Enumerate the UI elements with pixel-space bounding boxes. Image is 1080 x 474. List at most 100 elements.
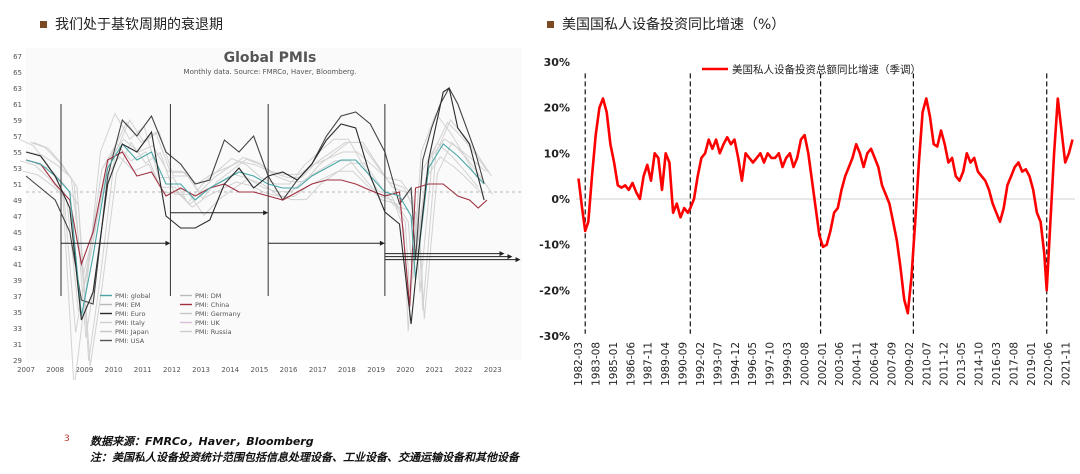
y-tick-label: 20% [544,102,570,115]
x-tick-label: 1993-07 [712,342,724,386]
legend-label: PMI: EM [115,301,140,309]
page-number: 3 [64,434,70,444]
y-tick-label: 31 [13,341,22,349]
footnote: 注：美国私人设备投资统计范围包括信息处理设备、工业设备、交通运输设备和其他设备 [90,451,519,464]
x-tick-label: 2020 [396,366,414,374]
y-tick-label: 55 [13,149,22,157]
ghost-series-line [22,156,482,312]
x-tick-label: 1983-08 [590,342,602,386]
x-tick-label: 2012 [163,366,181,374]
x-tick-label: 2018 [338,366,356,374]
y-tick-label: 41 [13,261,22,269]
x-tick-label: 2014-10 [974,342,986,386]
x-tick-label: 2016-03 [991,342,1003,386]
series-line [577,97,1074,315]
title-bullet-icon [40,20,47,28]
y-tick-label: 57 [13,133,22,141]
y-tick-label: 39 [13,277,22,285]
y-tick-label: -20% [539,284,570,297]
y-tick-label: 30% [544,56,570,69]
legend-label: PMI: Euro [115,310,145,318]
y-tick-label: 45 [13,229,22,237]
x-tick-label: 2004-11 [852,342,864,386]
x-tick-label: 1985-01 [608,342,620,386]
y-tick-label: 49 [13,197,22,205]
x-tick-label: 2011-12 [939,342,951,386]
x-tick-label: 2007-09 [886,342,898,386]
y-tick-label: -30% [539,330,570,343]
y-tick-label: 33 [13,325,22,333]
y-tick-label: -10% [539,239,570,252]
x-tick-label: 2010-07 [921,342,933,386]
x-tick-label: 2003-06 [834,342,846,386]
x-tick-label: 2006-04 [869,342,881,386]
x-tick-label: 1986-06 [625,342,637,386]
y-tick-label: 0% [551,193,570,206]
y-tick-label: 59 [13,117,22,125]
cycle-arrowhead [507,254,513,260]
left-title-text: 我们处于基钦周期的衰退期 [55,17,223,33]
x-tick-label: 2017 [309,366,327,374]
ghost-series-line [27,138,486,277]
x-tick-label: 2016 [280,366,298,374]
x-tick-label: 2007 [17,366,35,374]
x-tick-label: 1989-04 [660,342,672,386]
x-tick-label: 2015 [250,366,268,374]
y-tick-label: 43 [13,245,22,253]
left-chart-title: 我们处于基钦周期的衰退期 [40,14,223,34]
y-tick-label: 29 [13,357,22,365]
cycle-arrowhead [165,240,171,246]
legend-label: PMI: China [195,301,229,309]
global-pmi-chart: 29 31 33 35 37 39 41 43 45 47 49 51 53 55 57 59 61 63 65 67… [13,48,522,380]
legend-label: PMI: Italy [115,319,145,327]
x-tick-label: 2009-02 [904,342,916,386]
y-tick-label: 47 [13,213,22,221]
x-tick-label: 2021-11 [1061,342,1073,386]
y-tick-label: 61 [13,101,22,109]
title-bullet-icon [547,20,554,28]
source-note: 数据来源：FMRCo，Haver，Bloomberg [90,435,314,448]
x-tick-label: 2014 [221,366,239,374]
legend-label: PMI: DM [195,292,221,300]
cycle-arrowhead [379,240,385,246]
right-chart-title: 美国国私人设备投资同比增速（%） [547,14,785,34]
x-tick-label: 1994-12 [730,342,742,386]
x-tick-label: 2002-01 [817,342,829,386]
legend-label: PMI: Germany [195,310,241,318]
x-tick-label: 2013 [192,366,210,374]
chart-subtitle: Monthly data. Source: FMRCo, Haver, Bloo… [184,68,357,76]
x-tick-label: 1982-03 [573,342,585,386]
y-tick-label: 51 [13,181,22,189]
y-tick-label: 35 [13,309,22,317]
cycle-arrowhead [499,251,505,257]
x-tick-label: 1990-09 [678,342,690,386]
y-tick-label: 63 [13,85,22,93]
x-tick-label: 2000-08 [799,342,811,386]
x-tick-label: 1999-03 [782,342,794,386]
y-tick-label: 10% [544,147,570,160]
x-tick-label: 2009 [75,366,93,374]
x-tick-label: 2022 [455,366,473,374]
y-tick-label: 65 [13,69,22,77]
y-tick-label: 67 [13,53,22,61]
ghost-series-line [34,141,494,367]
x-tick-label: 2019 [367,366,385,374]
cycle-arrowhead [515,257,521,263]
x-tick-label: 2011 [134,366,152,374]
chart-title: Global PMIs [224,50,317,66]
legend-label: PMI: Japan [115,328,149,336]
legend-label: PMI: USA [115,337,145,345]
x-tick-label: 2019-01 [1026,342,1038,386]
x-tick-label: 2021 [426,366,444,374]
y-tick-label: 37 [13,293,22,301]
x-tick-label: 2010 [105,366,123,374]
series-line [25,143,485,317]
equipment-investment-chart: 30% 20% 10% 0% -10% -20% -30%1982-03 1983-08 198… [539,56,1075,386]
x-tick-label: 1987-11 [643,342,655,386]
x-tick-label: 1996-05 [747,342,759,386]
x-tick-label: 2017-08 [1008,342,1020,386]
legend-label: PMI: UK [195,319,220,327]
y-tick-label: 53 [13,165,22,173]
legend-label: PMI: global [115,292,151,300]
right-title-text: 美国国私人设备投资同比增速（%） [562,17,786,33]
